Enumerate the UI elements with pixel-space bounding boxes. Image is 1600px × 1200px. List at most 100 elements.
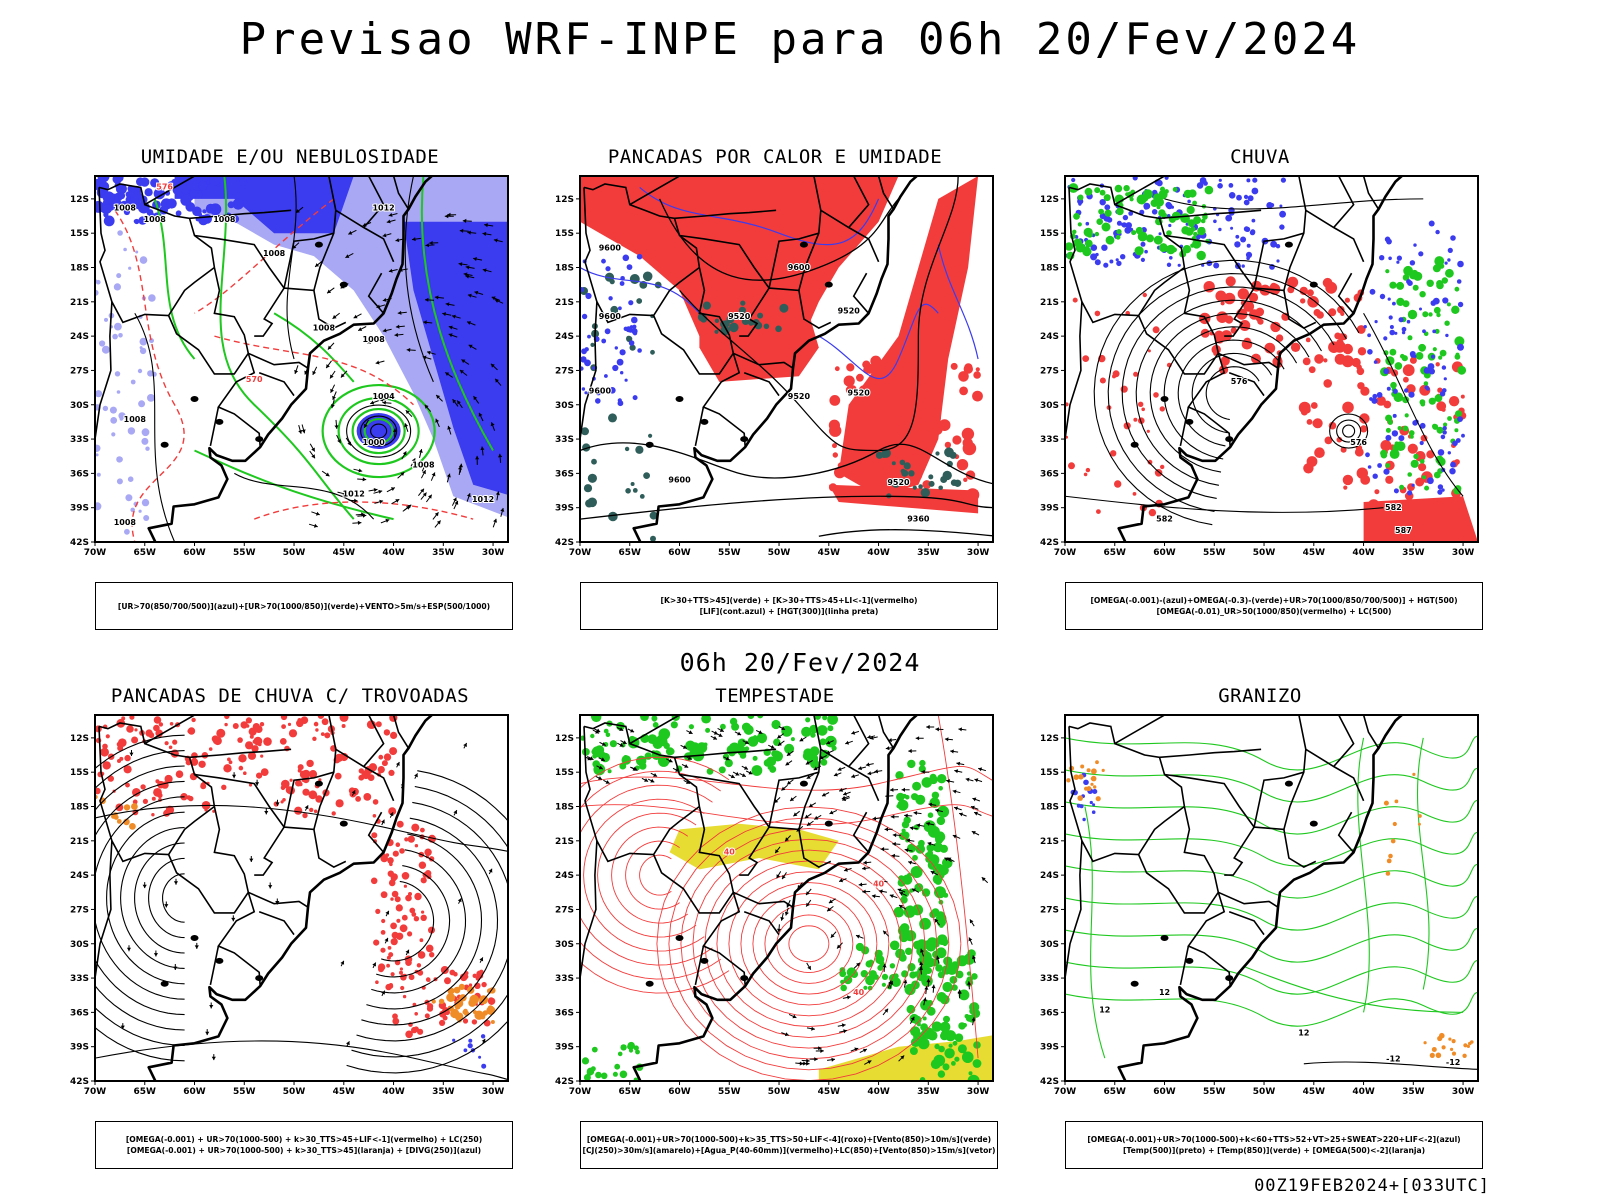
lat-tick-label: 30S: [1040, 401, 1059, 411]
shade-cell: [1357, 347, 1367, 356]
shade-cell: [897, 925, 909, 937]
shade-cell: [1140, 241, 1146, 247]
lon-tick-label: 60W: [668, 548, 691, 558]
wind-arrowhead: [954, 806, 958, 811]
wind-arrowhead: [463, 743, 467, 747]
shade-cell: [1071, 177, 1076, 183]
wind-arrowhead: [395, 324, 400, 329]
border-line: [209, 406, 220, 447]
shade-cell: [955, 970, 964, 979]
shade-cell: [829, 395, 841, 406]
wind-arrowhead: [458, 262, 463, 267]
coastline: [580, 176, 919, 542]
shade-cell: [202, 209, 207, 214]
contour-line: [1243, 966, 1464, 1013]
shade-cell: [312, 736, 317, 741]
shade-cell: [372, 799, 379, 805]
shade-cell: [282, 798, 286, 802]
shade-cell: [714, 318, 720, 323]
shade-cell: [763, 323, 770, 330]
lon-tick-label: 30W: [1452, 1087, 1475, 1097]
wind-arrowhead: [775, 849, 779, 854]
shade-cell: [139, 337, 148, 346]
shade-cell: [848, 385, 857, 393]
contour-label: 9520: [887, 478, 910, 487]
contour-line: [668, 817, 950, 1071]
shade-cell: [1132, 176, 1138, 181]
shade-cell: [1240, 236, 1247, 243]
shade-cell: [454, 1003, 461, 1010]
contour-line: [580, 495, 993, 520]
shade-cell: [1120, 254, 1126, 260]
shade-cell: [171, 178, 179, 187]
shade-cell: [426, 978, 431, 982]
lon-tick-label: 55W: [718, 1087, 741, 1097]
shade-cell: [940, 1031, 949, 1041]
contour-label: 1008: [114, 518, 137, 527]
contour-label: 1008: [144, 215, 167, 224]
shade-cell: [102, 743, 108, 750]
shade-cell: [125, 494, 133, 502]
contour-label: 576: [156, 183, 173, 192]
shade-cell: [934, 1043, 940, 1050]
contour-line: [1065, 495, 1384, 513]
wind-arrowhead: [379, 499, 384, 504]
shade-cell: [836, 487, 845, 496]
shade-cell: [139, 346, 143, 350]
wind-arrowhead: [358, 327, 363, 331]
shade-cell: [1426, 279, 1434, 287]
shade-cell: [737, 738, 747, 748]
border-line: [743, 371, 780, 397]
shade-cell: [134, 728, 138, 732]
contour-line: [580, 766, 993, 791]
border-line: [1217, 352, 1279, 369]
wind-arrowhead: [326, 364, 330, 369]
shade-cell: [341, 724, 346, 728]
shade-cell: [912, 904, 924, 916]
wind-arrowhead: [622, 740, 627, 745]
shade-cell: [455, 1015, 461, 1021]
wind-arrowhead: [744, 766, 748, 770]
shade-cell: [1367, 349, 1373, 355]
shade-cell: [952, 435, 962, 445]
shade-cell: [668, 748, 675, 755]
wind-arrowhead: [379, 397, 384, 402]
shade-cell: [1396, 297, 1405, 306]
lake-marker: [1225, 436, 1234, 443]
wind-arrowhead: [330, 388, 334, 393]
wind-arrowhead: [482, 268, 487, 273]
wind-arrowhead: [969, 919, 974, 924]
shade-cell: [141, 428, 150, 437]
wind-arrowhead: [944, 737, 949, 742]
wind-arrowhead: [461, 359, 466, 364]
wind-arrowhead: [388, 212, 393, 217]
shade-cell: [392, 850, 399, 857]
lat-tick-label: 18S: [70, 264, 89, 274]
wind-arrowhead: [232, 774, 237, 779]
shade-cell: [922, 1016, 927, 1021]
wind-arrowhead: [500, 508, 505, 512]
lat-tick-label: 18S: [555, 803, 574, 813]
contour-line: [740, 882, 878, 1006]
shade-cell: [1251, 218, 1256, 223]
shade-cell: [941, 938, 949, 946]
hail-orange-cells: [1383, 772, 1422, 876]
border-line: [1164, 715, 1307, 831]
shade-cell: [950, 362, 958, 370]
shade-cell: [1447, 451, 1451, 455]
shade-cell: [1312, 419, 1321, 428]
shade-cell: [448, 1005, 454, 1012]
shade-cell: [1337, 305, 1345, 314]
shade-cell: [1077, 795, 1083, 801]
shade-cell: [1160, 243, 1167, 250]
wind-arrowhead: [313, 523, 318, 528]
shade-cell: [1427, 477, 1434, 485]
shade-cell: [1101, 222, 1111, 232]
shade-cell: [802, 751, 812, 761]
wind-arrowhead: [495, 491, 500, 496]
shade-cell: [625, 488, 631, 494]
shade-cell: [937, 774, 947, 784]
